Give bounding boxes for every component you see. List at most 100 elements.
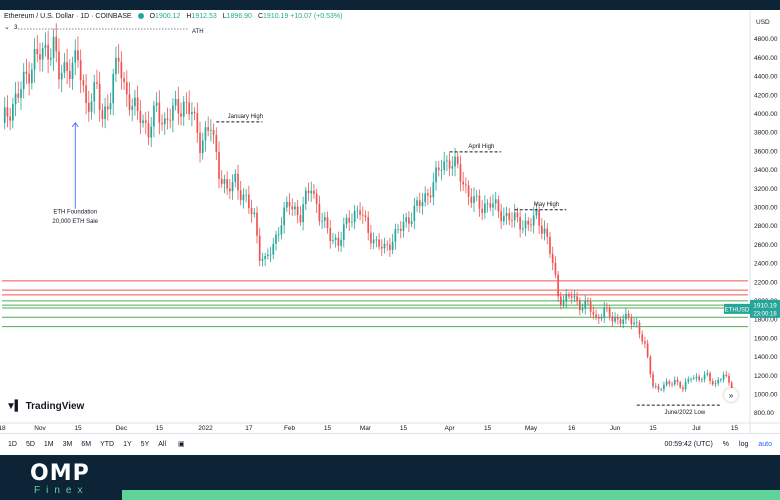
x-tick-label: 17 [245,425,253,432]
price-tag-value: 1910.19 [753,302,777,309]
candle-up [581,308,584,311]
candle-up [687,379,690,382]
candle-up [210,130,212,131]
candle-down [516,212,519,218]
price-tag-bg [750,299,780,318]
candle-up [625,313,627,320]
y-tick-label: 1400.00 [754,354,778,361]
auto-scale-toggle[interactable]: auto [758,440,772,448]
candle-down [497,199,500,212]
x-tick-label: Mar [360,425,372,432]
y-tick-label: 4000.00 [754,111,778,118]
candle-down [87,102,90,112]
y-tick-label: 1200.00 [754,373,778,380]
candle-down [587,300,589,302]
candle-up [356,210,359,212]
y-tick-label: 1800.00 [754,317,778,324]
candle-down [646,343,649,357]
timeframe-5y[interactable]: 5Y [140,440,150,448]
candle-down [500,211,502,222]
candle-down [427,193,429,196]
x-tick-label: 16 [568,425,576,432]
indicator-count[interactable]: 3 [13,23,18,31]
brand-green-band [122,490,780,500]
candle-up [684,381,687,390]
timeframe-ytd[interactable]: YTD [100,440,115,448]
candle-down [429,195,432,198]
candle-down [728,375,730,383]
candle-down [144,120,147,123]
candle-up [535,210,538,216]
candle-down [299,214,302,223]
candle-down [36,48,39,55]
candle-up [720,379,722,381]
chevron-down-icon[interactable]: ⌄ [4,24,10,31]
candle-up [131,106,134,110]
candle-down [549,236,551,254]
candle-down [627,313,630,318]
candle-down [218,151,220,179]
candle-down [448,160,451,169]
candle-down [313,190,315,194]
candle-down [657,386,660,390]
candle-down [348,217,351,223]
x-tick-label: 15 [731,425,739,432]
timeframe-6m[interactable]: 6M [81,440,92,448]
candle-down [589,301,592,312]
candle-up [44,44,47,49]
price-chart[interactable]: 800.00 1000.00 1200.00 1400.00 1600.00 1800.0… [0,10,780,433]
candle-up [603,307,606,318]
calendar-icon[interactable]: ▣ [178,441,185,448]
percent-toggle[interactable]: % [722,440,730,448]
candle-up [150,126,153,138]
candle-down [370,232,372,244]
timeframe-1d[interactable]: 1D [8,440,17,448]
y-tick-label: 4400.00 [754,74,778,81]
close-label: C [257,12,264,20]
x-tick-label: Nov [34,425,46,432]
candle-down [77,50,79,61]
candle-down [570,296,573,298]
x-tick-label: 2022 [198,425,213,432]
candle-down [730,382,733,389]
scroll-to-realtime-button[interactable]: » [724,388,738,402]
candle-down [229,188,231,192]
timeframe-5d[interactable]: 5D [25,440,35,448]
timeframe-1y[interactable]: 1Y [123,440,132,448]
candle-up [402,221,405,231]
candle-up [14,93,17,105]
utc-clock[interactable]: 00:59:42 (UTC) [664,440,713,448]
ath-label: ATH [192,29,204,35]
candle-up [71,62,74,80]
timeframe-all[interactable]: All [158,440,167,448]
candle-down [47,44,49,60]
candle-down [212,130,215,135]
candle-up [424,193,427,203]
candle-up [692,378,695,380]
candle-up [391,241,394,250]
candle-down [511,220,513,221]
candle-down [557,274,559,297]
timeframe-1m[interactable]: 1M [43,440,54,448]
candle-down [652,374,654,387]
y-tick-label: 3400.00 [754,167,778,174]
candle-up [294,206,296,210]
market-status-icon [137,13,144,19]
log-toggle[interactable]: log [739,440,749,448]
candle-up [394,229,397,242]
timeframe-3m[interactable]: 3M [62,440,73,448]
candle-up [234,173,237,183]
candle-up [52,36,55,58]
candle-up [223,179,226,184]
candle-down [576,296,578,301]
candle-down [9,116,11,121]
candle-up [397,228,399,230]
symbol-title[interactable]: Ethereum / U.S. Dollar · 1D · COINBASE [4,12,132,20]
candle-up [383,243,386,249]
tradingview-logo[interactable]: ▼▍ TradingView [6,401,84,412]
candle-down [79,60,82,81]
candle-down [177,98,180,114]
candle-down [361,214,364,216]
candle-up [275,234,277,244]
candle-up [285,201,288,208]
